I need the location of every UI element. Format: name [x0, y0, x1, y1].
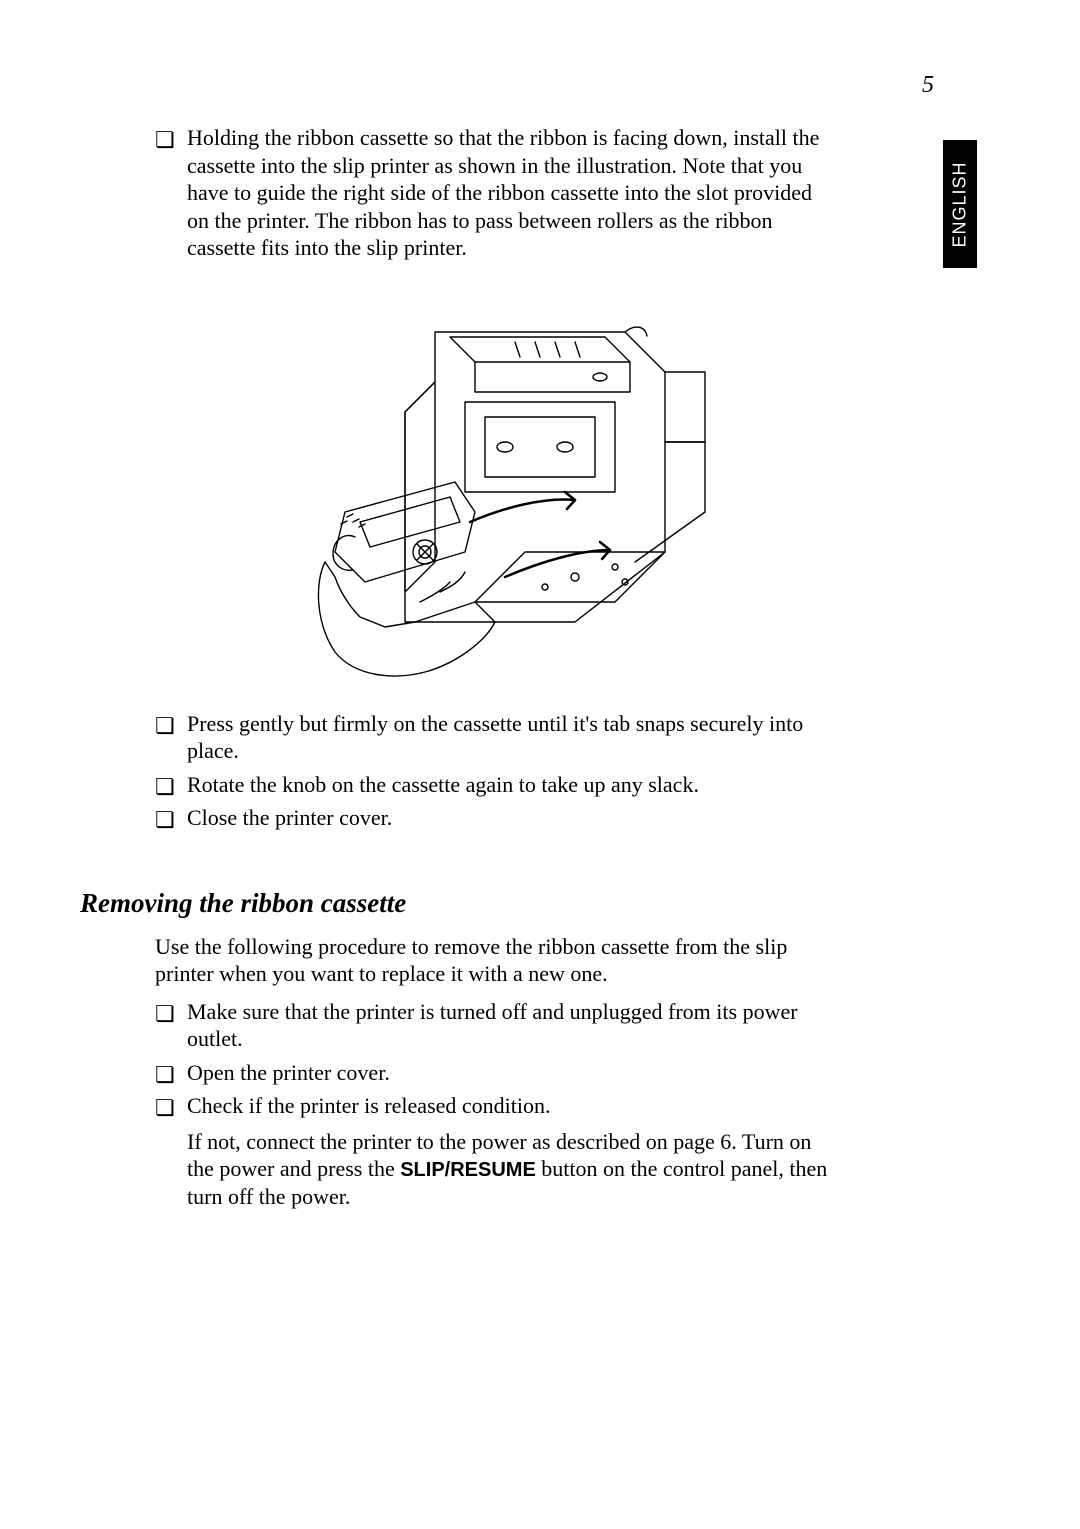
instruction-text: Holding the ribbon cassette so that the …	[187, 125, 819, 260]
instruction-text: Rotate the knob on the cassette again to…	[187, 772, 699, 797]
followup-note: If not, connect the printer to the power…	[187, 1128, 835, 1211]
bullet-icon: ❏	[155, 712, 175, 740]
instruction-text: Close the printer cover.	[187, 805, 392, 830]
instruction-item: ❏ Make sure that the printer is turned o…	[155, 998, 835, 1053]
bullet-icon: ❏	[155, 1094, 175, 1122]
instruction-item: ❏ Close the printer cover.	[155, 804, 835, 832]
language-tab: ENGLISH	[943, 140, 977, 268]
language-tab-label: ENGLISH	[950, 161, 971, 247]
section-intro: Use the following procedure to remove th…	[155, 933, 835, 988]
bullet-icon: ❏	[155, 773, 175, 801]
instruction-text: Press gently but firmly on the cassette …	[187, 711, 803, 764]
instruction-item: ❏ Open the printer cover.	[155, 1059, 835, 1087]
printer-illustration	[275, 282, 715, 682]
button-name: SLIP/RESUME	[400, 1159, 536, 1181]
instruction-item: ❏ Holding the ribbon cassette so that th…	[155, 124, 835, 262]
instruction-text: Open the printer cover.	[187, 1060, 390, 1085]
bullet-icon: ❏	[155, 1061, 175, 1089]
section-heading: Removing the ribbon cassette	[80, 888, 835, 919]
instruction-text: Check if the printer is released conditi…	[187, 1093, 551, 1118]
instruction-item: ❏ Rotate the knob on the cassette again …	[155, 771, 835, 799]
bullet-icon: ❏	[155, 1000, 175, 1028]
bullet-icon: ❏	[155, 806, 175, 834]
instruction-item: ❏ Press gently but firmly on the cassett…	[155, 710, 835, 765]
page-content: ❏ Holding the ribbon cassette so that th…	[155, 124, 835, 1217]
page-number: 5	[922, 72, 934, 99]
bullet-icon: ❏	[155, 126, 175, 154]
instruction-item: ❏ Check if the printer is released condi…	[155, 1092, 835, 1120]
instruction-text: Make sure that the printer is turned off…	[187, 999, 798, 1052]
